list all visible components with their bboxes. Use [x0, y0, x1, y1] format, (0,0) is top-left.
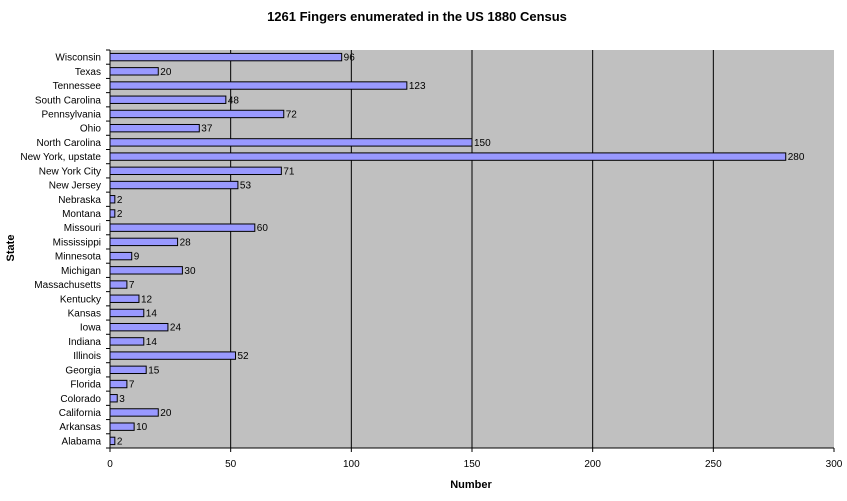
data-label: 48 — [228, 95, 240, 106]
data-label: 7 — [129, 280, 135, 291]
category-label: Montana — [62, 209, 101, 220]
bar — [109, 322, 169, 332]
bar — [109, 365, 147, 375]
bar — [109, 52, 343, 62]
category-label: Massachusetts — [34, 280, 101, 291]
bar — [109, 67, 159, 76]
category-label: Pennsylvania — [42, 109, 102, 120]
data-label: 280 — [788, 152, 805, 163]
category-labels: Wisconsin Texas Tennessee South Carolina Pen… — [20, 49, 110, 449]
data-label: 71 — [283, 166, 295, 177]
bar — [109, 436, 116, 446]
x-axis-title: Number — [450, 479, 492, 491]
category-label: Ohio — [80, 124, 102, 135]
bar — [109, 123, 200, 133]
data-label: 9 — [134, 252, 140, 263]
data-labels: 9620123487237150280715322602893071214241… — [117, 53, 805, 448]
category-label: New York City — [39, 166, 101, 177]
bar — [109, 408, 159, 417]
data-label: 30 — [184, 266, 196, 277]
data-label: 37 — [201, 124, 213, 135]
y-axis-title: State — [5, 235, 17, 262]
data-label: 3 — [119, 394, 125, 405]
data-label: 2 — [117, 209, 123, 220]
bar — [109, 337, 145, 346]
data-label: 20 — [160, 67, 172, 78]
category-label: Texas — [75, 67, 101, 78]
category-label: Kentucky — [60, 294, 101, 305]
x-tick-label: 150 — [464, 459, 481, 470]
bar — [109, 152, 787, 161]
category-label: South Carolina — [35, 95, 102, 106]
data-label: 12 — [141, 294, 153, 305]
bar — [109, 394, 118, 403]
bar — [109, 166, 282, 176]
data-label: 150 — [474, 138, 491, 149]
category-label: Alabama — [62, 436, 102, 447]
data-label: 52 — [237, 351, 249, 362]
bar — [109, 109, 285, 119]
data-label: 2 — [117, 436, 123, 447]
category-label: Indiana — [68, 337, 101, 348]
bar — [109, 280, 128, 289]
data-label: 2 — [117, 195, 123, 206]
category-label: Florida — [70, 380, 101, 391]
category-label: New Jersey — [49, 181, 101, 192]
bar — [109, 266, 183, 275]
category-label: Missouri — [64, 223, 101, 234]
category-label: New York, upstate — [20, 152, 101, 163]
data-label: 72 — [286, 109, 298, 120]
x-tick-label: 250 — [705, 459, 722, 470]
data-label: 96 — [344, 53, 356, 64]
data-label: 10 — [136, 422, 148, 433]
category-label: Iowa — [80, 323, 102, 334]
category-label: Mississippi — [53, 237, 101, 248]
data-label: 123 — [409, 81, 426, 92]
bar — [109, 95, 227, 104]
data-label: 60 — [257, 223, 269, 234]
bar — [109, 294, 140, 303]
category-label: Georgia — [65, 365, 101, 376]
x-tick-label: 100 — [343, 459, 360, 470]
category-label: North Carolina — [37, 138, 102, 149]
bar — [109, 251, 133, 261]
category-label: Wisconsin — [55, 53, 101, 64]
category-label: Tennessee — [53, 81, 102, 92]
data-label: 28 — [180, 237, 192, 248]
data-label: 7 — [129, 380, 135, 391]
bar — [109, 195, 116, 204]
bar — [109, 209, 116, 218]
data-label: 24 — [170, 323, 182, 334]
category-label: Michigan — [61, 266, 101, 277]
data-label: 53 — [240, 181, 252, 192]
category-label: Nebraska — [58, 195, 101, 206]
bar — [109, 180, 239, 190]
category-label: Kansas — [68, 308, 101, 319]
data-label: 14 — [146, 308, 158, 319]
category-label: Arkansas — [59, 422, 101, 433]
bar — [109, 379, 128, 389]
chart-title: 1261 Fingers enumerated in the US 1880 C… — [267, 9, 567, 24]
category-label: Illinois — [73, 351, 101, 362]
x-tick-label: 50 — [225, 459, 237, 470]
data-label: 20 — [160, 408, 172, 419]
x-tick-label: 300 — [826, 459, 843, 470]
bar — [109, 422, 135, 431]
bar — [109, 223, 256, 232]
bar — [109, 237, 179, 247]
data-label: 15 — [148, 365, 160, 376]
bar — [109, 81, 408, 90]
bars — [109, 52, 787, 446]
category-label: California — [59, 408, 102, 419]
category-label: Colorado — [60, 394, 101, 405]
bar — [109, 138, 473, 147]
data-label: 14 — [146, 337, 158, 348]
x-tick-labels: 0 50 100 150 200 250 300 — [107, 448, 843, 470]
bar — [109, 351, 236, 360]
category-label: Minnesota — [55, 252, 102, 263]
x-tick-label: 200 — [584, 459, 601, 470]
bar — [109, 308, 145, 318]
x-tick-label: 0 — [107, 459, 113, 470]
